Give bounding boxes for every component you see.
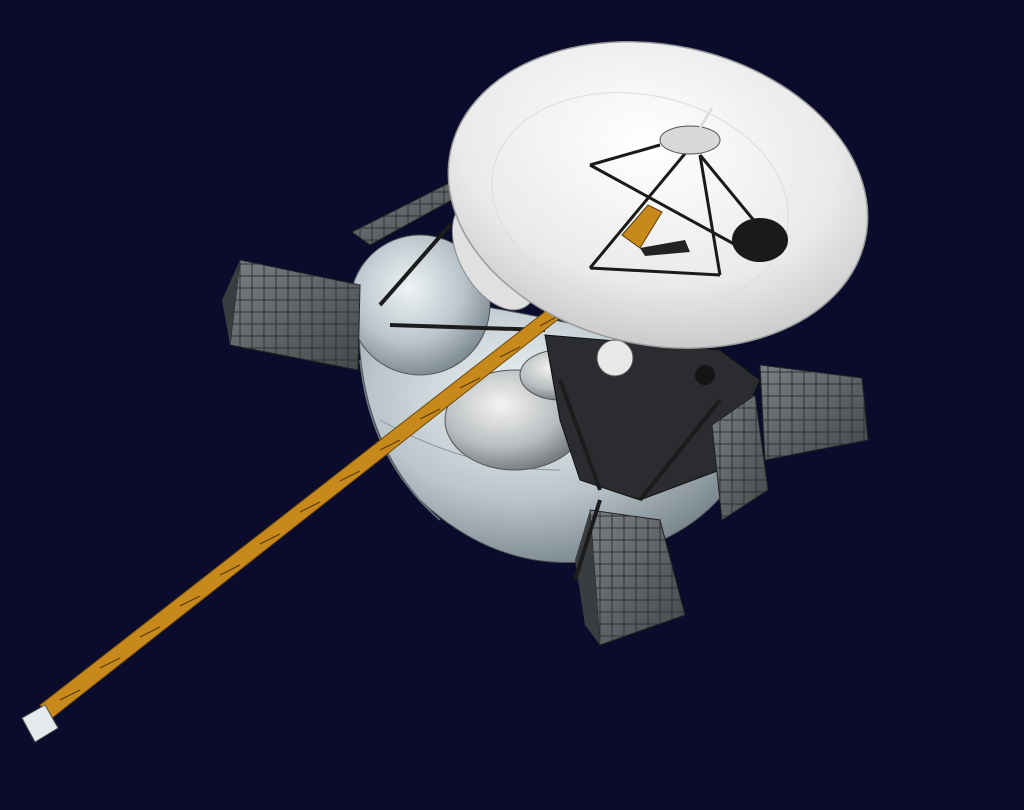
- thruster-nozzle-2: [695, 365, 715, 385]
- feed-horn: [621, 204, 663, 249]
- thruster-nozzle: [596, 339, 634, 377]
- low-gain-antenna: [732, 218, 788, 262]
- support-struts: [378, 223, 722, 581]
- subreflector: [659, 125, 721, 155]
- lower-instrument-box: [575, 509, 686, 646]
- feed-spike: [698, 107, 714, 129]
- right-instrument-box: [759, 364, 869, 461]
- feed-shadow: [640, 240, 690, 256]
- boom-end-sensor: [21, 704, 59, 743]
- antenna-feed-tripod: [588, 143, 772, 277]
- right-vertical-panel: [711, 394, 769, 521]
- left-instrument-box: [222, 259, 361, 371]
- high-gain-antenna: [447, 41, 869, 349]
